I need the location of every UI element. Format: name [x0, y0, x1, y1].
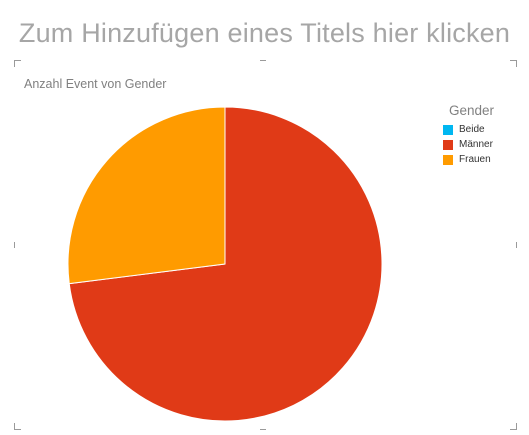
legend-item-beide[interactable]: Beide	[443, 122, 527, 137]
resize-handle-top-right[interactable]	[510, 60, 517, 67]
resize-handle-right[interactable]	[516, 242, 517, 248]
resize-handle-left[interactable]	[14, 242, 15, 248]
legend-label: Männer	[459, 139, 493, 150]
resize-handle-top-left[interactable]	[14, 60, 21, 67]
pie-slice-männer[interactable]	[68, 106, 383, 422]
resize-handle-bottom[interactable]	[260, 429, 266, 430]
resize-handle-bottom-left[interactable]	[14, 423, 21, 430]
legend-label: Beide	[459, 124, 485, 135]
pie-slice-frauen[interactable]	[67, 106, 226, 285]
resize-handle-bottom-right[interactable]	[510, 423, 517, 430]
legend-swatch	[443, 154, 453, 165]
legend-title: Gender	[449, 103, 495, 118]
legend: Gender Beide Männer Frauen	[443, 103, 527, 167]
chart-visual-container[interactable]	[14, 60, 517, 430]
resize-handle-top[interactable]	[260, 60, 266, 61]
legend-item-männer[interactable]: Männer	[443, 137, 527, 152]
chart-title: Anzahl Event von Gender	[24, 77, 167, 91]
legend-swatch	[443, 139, 453, 150]
legend-label: Frauen	[459, 154, 491, 165]
legend-item-frauen[interactable]: Frauen	[443, 152, 527, 167]
legend-swatch	[443, 124, 453, 135]
legend-items: Beide Männer Frauen	[443, 122, 527, 167]
page-title-placeholder[interactable]: Zum Hinzufügen eines Titels hier klicken	[18, 18, 511, 48]
